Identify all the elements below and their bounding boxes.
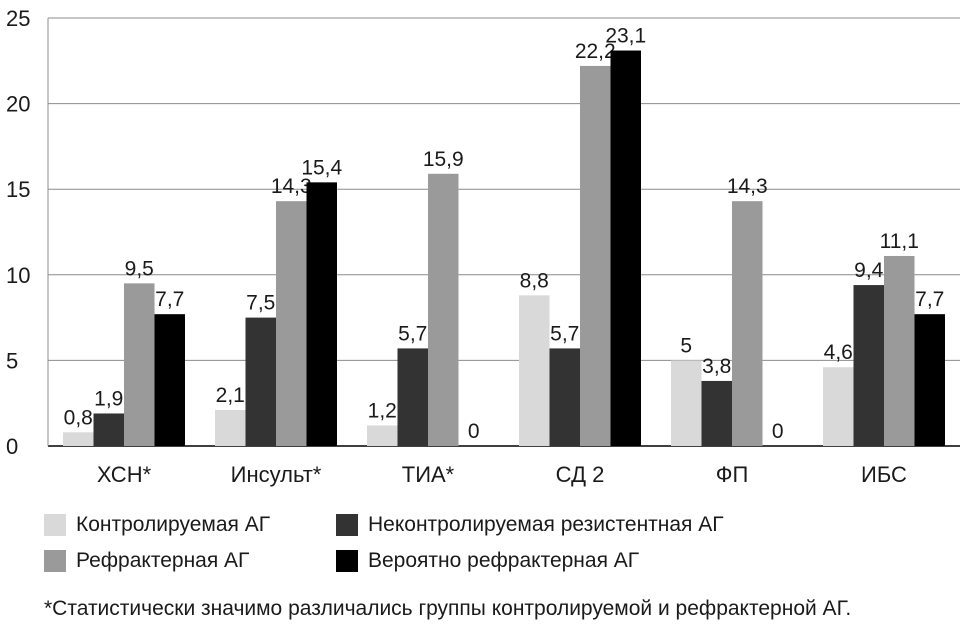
data-label: 22,2 xyxy=(575,40,616,63)
data-label: 0,8 xyxy=(64,406,93,429)
bar-chart: 05101520250,81,99,57,7ХСН*2,17,514,315,4… xyxy=(6,6,960,487)
bar xyxy=(853,285,884,446)
bar xyxy=(306,182,337,447)
data-label: 23,1 xyxy=(605,25,646,48)
bar xyxy=(914,314,945,446)
bar xyxy=(701,380,732,446)
legend-swatch-uncontrolled-resistant xyxy=(336,514,358,536)
legend-swatch-refractory xyxy=(44,550,66,572)
legend-item-refractory: Рефрактерная АГ xyxy=(44,549,249,573)
bar xyxy=(884,255,915,446)
data-label: 3,8 xyxy=(702,355,731,378)
y-tick-label: 20 xyxy=(6,92,30,117)
legend-label-uncontrolled-resistant: Неконтролируемая резистентная АГ xyxy=(368,513,724,536)
bar xyxy=(732,201,763,446)
data-label: 15,4 xyxy=(301,156,342,179)
x-tick-label: СД 2 xyxy=(556,462,605,487)
legend-swatch-probably-refractory xyxy=(336,550,358,572)
data-label: 7,7 xyxy=(155,288,184,311)
legend-item-probably-refractory: Вероятно рефрактерная АГ xyxy=(336,549,639,573)
data-label: 0 xyxy=(772,420,784,443)
legend-label-controlled: Контролируемая АГ xyxy=(76,513,271,536)
data-label: 11,1 xyxy=(880,230,919,253)
data-label: 7,7 xyxy=(915,288,944,311)
bar xyxy=(519,295,550,446)
data-label: 4,6 xyxy=(824,341,853,364)
legend-label-probably-refractory: Вероятно рефрактерная АГ xyxy=(368,549,640,572)
data-label: 2,1 xyxy=(216,384,245,407)
data-label: 14,3 xyxy=(271,175,312,198)
bar xyxy=(154,314,185,446)
legend-item-uncontrolled-resistant: Неконтролируемая резистентная АГ xyxy=(336,513,724,537)
bar xyxy=(276,201,307,446)
y-tick-label: 10 xyxy=(6,263,30,288)
bar xyxy=(124,283,155,446)
data-label: 5,7 xyxy=(550,322,579,345)
data-label: 9,5 xyxy=(125,257,154,280)
data-label: 14,3 xyxy=(727,175,768,198)
data-label: 0 xyxy=(468,420,480,443)
bar xyxy=(580,65,611,446)
bar xyxy=(428,173,459,447)
y-tick-label: 0 xyxy=(6,434,18,459)
data-label: 7,5 xyxy=(246,292,275,315)
data-label: 5 xyxy=(680,334,692,357)
data-label: 8,8 xyxy=(520,269,549,292)
x-tick-label: ТИА* xyxy=(402,462,455,487)
bar xyxy=(610,50,641,446)
x-tick-label: Инсульт* xyxy=(231,462,322,487)
bar xyxy=(367,425,398,446)
legend-label-refractory: Рефрактерная АГ xyxy=(76,549,250,572)
bar xyxy=(397,348,428,446)
x-tick-label: ИБС xyxy=(861,462,907,487)
y-tick-label: 25 xyxy=(6,6,30,31)
data-label: 15,9 xyxy=(423,148,464,171)
x-tick-label: ХСН* xyxy=(97,462,152,487)
bar xyxy=(63,432,94,446)
y-tick-label: 15 xyxy=(6,177,30,202)
x-tick-label: ФП xyxy=(716,462,749,487)
data-label: 1,2 xyxy=(368,399,397,422)
bar xyxy=(93,413,124,446)
legend-swatch-controlled xyxy=(44,514,66,536)
legend-item-controlled: Контролируемая АГ xyxy=(44,513,270,537)
bar xyxy=(215,410,246,446)
y-tick-label: 5 xyxy=(6,348,18,373)
bar xyxy=(671,360,702,446)
bar xyxy=(245,317,276,446)
data-label: 5,7 xyxy=(398,322,427,345)
data-label: 9,4 xyxy=(854,259,884,282)
footnote: *Статистически значимо различались групп… xyxy=(44,597,852,620)
data-label: 1,9 xyxy=(94,387,123,410)
bar xyxy=(549,348,580,446)
bar xyxy=(823,367,854,446)
